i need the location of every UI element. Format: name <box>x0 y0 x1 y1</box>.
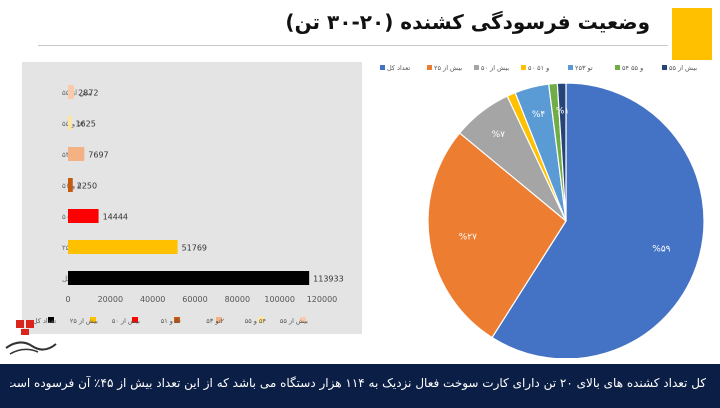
bar-category-label: ۵۰ و ۵۱ <box>62 182 85 190</box>
bar-value-label: 1625 <box>75 120 95 129</box>
legend-swatch <box>662 65 667 70</box>
news-agency-logo <box>5 320 57 355</box>
legend-label: ۲تو ۵۳ <box>575 64 593 72</box>
legend-swatch <box>216 317 222 323</box>
legend-label: بیش از ۲۵ <box>434 64 462 72</box>
legend-label: بیش از ۵۰ <box>481 64 509 72</box>
pie-data-label: %۱ <box>556 107 569 117</box>
legend-label: ۵۴ و ۵۵ <box>622 64 643 72</box>
legend-label: ۵۴ و ۵۵ <box>245 317 267 325</box>
pie-data-label: %۴ <box>532 110 546 120</box>
pie-data-label: %۲۷ <box>459 233 477 243</box>
x-tick-label: 100000 <box>264 295 295 304</box>
legend-label: بیش از ۵۵ <box>280 317 308 325</box>
bar-value-label: 113933 <box>313 275 344 284</box>
x-tick-label: 60000 <box>182 295 207 304</box>
legend-swatch <box>48 317 54 323</box>
page-title: وضعیت فرسودگی کشنده (۲۰-۳۰ تن) <box>285 10 650 34</box>
x-tick-label: 20000 <box>98 295 123 304</box>
legend-label: ۵۰ و ۵۱ <box>528 64 549 72</box>
bar <box>68 209 99 223</box>
legend-swatch <box>615 65 620 70</box>
bar <box>68 178 73 192</box>
x-tick-label: 80000 <box>225 295 250 304</box>
legend-swatch <box>521 65 526 70</box>
bar-value-label: 2872 <box>78 89 98 98</box>
bar-value-label: 2250 <box>77 182 97 191</box>
legend-swatch <box>258 317 264 323</box>
title-bar: وضعیت فرسودگی کشنده (۲۰-۳۰ تن) <box>0 0 720 58</box>
legend-label: بیش از ۲۵ <box>70 317 98 325</box>
legend-swatch <box>90 317 96 323</box>
legend-swatch <box>132 317 138 323</box>
pie-data-label: %۵۹ <box>652 245 670 255</box>
legend-swatch <box>300 317 306 323</box>
pie-slice <box>491 82 705 358</box>
bar <box>68 240 178 254</box>
legend-label: بیش از ۵۰ <box>112 317 140 325</box>
bar <box>68 85 75 99</box>
legend-label: تعداد کل <box>387 64 410 72</box>
bar <box>68 116 72 130</box>
pie-slice <box>427 132 567 339</box>
bar-value-label: 14444 <box>103 213 128 222</box>
footer-text: کل تعداد کشنده های بالای ۲۰ تن دارای کار… <box>10 376 706 390</box>
bar <box>68 147 85 161</box>
legend-label: بیش از ۵۵ <box>669 64 697 72</box>
bar <box>68 271 310 285</box>
legend-label: ۵۰ و ۵۱ <box>161 317 182 325</box>
pie-slice <box>556 82 567 222</box>
x-tick-label: 40000 <box>140 295 165 304</box>
title-underline <box>38 45 668 46</box>
legend-label: تعداد کل <box>33 317 56 325</box>
bar-value-label: 7697 <box>88 151 108 160</box>
pie-data-label: %۷ <box>492 130 506 140</box>
bar-category-label: ۵۴ و ۵۵ <box>62 120 85 128</box>
accent-block <box>672 8 712 60</box>
legend-swatch <box>427 65 432 70</box>
bar-value-label: 51769 <box>182 244 207 253</box>
bar-category-label: بیش از ۵۵ <box>62 89 92 97</box>
x-tick-label: 0 <box>65 295 70 304</box>
legend-label: ۲تو ۵۳ <box>206 317 224 325</box>
legend-swatch <box>174 317 180 323</box>
legend-swatch <box>568 65 573 70</box>
legend-swatch <box>380 65 385 70</box>
pie-chart: تعداد کل بیش از ۲۵ بیش از ۵۰ ۵۰ و ۵۱ ۲تو ۵۳ ۵… <box>380 64 705 358</box>
footer-banner: کل تعداد کشنده های بالای ۲۰ تن دارای کار… <box>0 364 720 408</box>
legend-swatch <box>474 65 479 70</box>
x-tick-label: 120000 <box>307 295 338 304</box>
